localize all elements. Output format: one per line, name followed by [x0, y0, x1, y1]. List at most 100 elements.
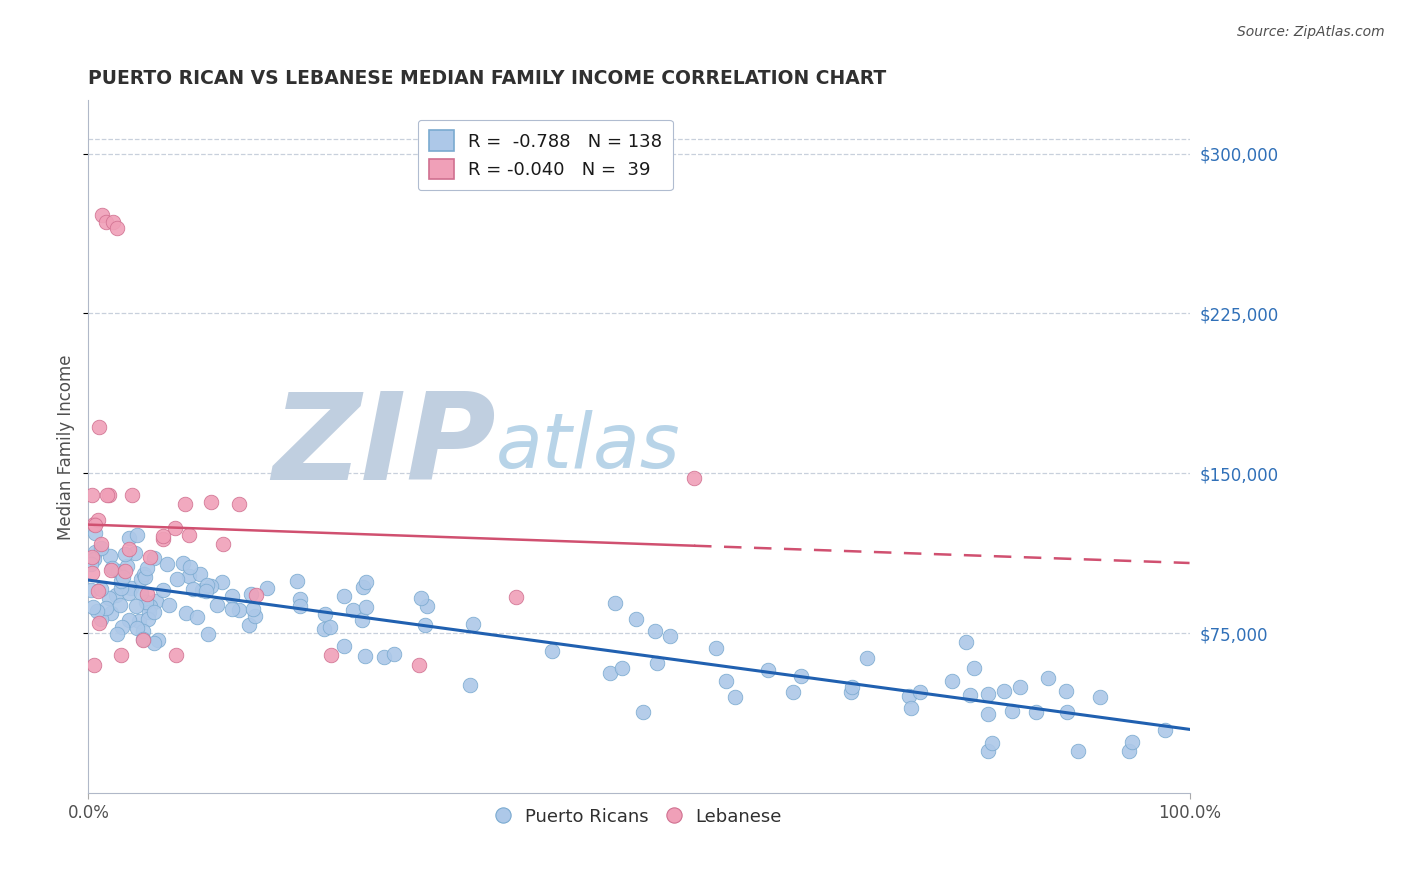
- Legend: Puerto Ricans, Lebanese: Puerto Ricans, Lebanese: [489, 800, 789, 833]
- Point: [704, 640, 727, 655]
- Point: [138, 605, 160, 619]
- Point: [84, 525, 107, 540]
- Point: [461, 616, 484, 631]
- Point: [409, 591, 432, 606]
- Point: [177, 527, 200, 541]
- Point: [221, 589, 243, 603]
- Point: [382, 647, 405, 661]
- Point: [110, 574, 132, 589]
- Point: [90, 612, 112, 626]
- Point: [82, 599, 104, 614]
- Point: [101, 215, 124, 229]
- Point: [599, 666, 621, 681]
- Point: [108, 598, 131, 612]
- Point: [110, 648, 132, 662]
- Point: [118, 613, 141, 627]
- Point: [111, 570, 134, 584]
- Point: [1118, 744, 1140, 758]
- Point: [408, 658, 430, 673]
- Point: [1025, 705, 1047, 719]
- Point: [80, 566, 103, 580]
- Point: [79, 583, 101, 598]
- Point: [373, 649, 395, 664]
- Point: [980, 735, 1002, 749]
- Point: [647, 657, 669, 671]
- Point: [100, 606, 122, 620]
- Point: [221, 602, 243, 616]
- Point: [135, 595, 157, 609]
- Point: [200, 495, 222, 509]
- Point: [94, 601, 117, 615]
- Point: [1008, 681, 1031, 695]
- Point: [211, 575, 233, 590]
- Point: [955, 635, 977, 649]
- Point: [118, 531, 141, 545]
- Point: [156, 557, 179, 571]
- Point: [505, 590, 527, 604]
- Point: [145, 594, 167, 608]
- Point: [1121, 735, 1143, 749]
- Point: [124, 546, 146, 560]
- Point: [142, 605, 165, 619]
- Point: [97, 591, 120, 605]
- Point: [1054, 683, 1077, 698]
- Point: [84, 545, 107, 559]
- Point: [238, 617, 260, 632]
- Point: [166, 648, 188, 662]
- Point: [90, 541, 112, 555]
- Point: [117, 586, 139, 600]
- Point: [342, 603, 364, 617]
- Point: [96, 488, 118, 502]
- Point: [315, 607, 337, 621]
- Point: [243, 608, 266, 623]
- Point: [790, 669, 813, 683]
- Point: [716, 674, 738, 689]
- Point: [152, 532, 174, 546]
- Point: [94, 215, 117, 229]
- Point: [90, 582, 112, 596]
- Point: [128, 614, 150, 628]
- Point: [177, 569, 200, 583]
- Point: [83, 658, 105, 673]
- Point: [118, 541, 141, 556]
- Point: [134, 570, 156, 584]
- Point: [194, 584, 217, 599]
- Point: [841, 680, 863, 694]
- Point: [1001, 704, 1024, 718]
- Point: [1036, 672, 1059, 686]
- Point: [138, 599, 160, 614]
- Point: [458, 677, 481, 691]
- Point: [314, 622, 336, 636]
- Point: [756, 663, 779, 677]
- Point: [186, 610, 208, 624]
- Point: [120, 581, 142, 595]
- Point: [963, 660, 986, 674]
- Point: [136, 612, 159, 626]
- Point: [413, 618, 436, 632]
- Point: [242, 601, 264, 615]
- Point: [228, 603, 250, 617]
- Point: [354, 649, 377, 664]
- Point: [131, 573, 153, 587]
- Point: [245, 588, 267, 602]
- Text: Source: ZipAtlas.com: Source: ZipAtlas.com: [1237, 25, 1385, 39]
- Point: [782, 685, 804, 699]
- Point: [89, 615, 111, 630]
- Point: [624, 612, 647, 626]
- Point: [724, 690, 747, 704]
- Point: [898, 689, 921, 703]
- Point: [603, 596, 626, 610]
- Point: [148, 633, 170, 648]
- Point: [115, 558, 138, 573]
- Point: [165, 521, 187, 535]
- Point: [181, 582, 204, 596]
- Point: [132, 632, 155, 646]
- Point: [977, 707, 1000, 722]
- Point: [105, 221, 128, 235]
- Point: [977, 744, 1000, 758]
- Point: [908, 685, 931, 699]
- Point: [977, 687, 1000, 701]
- Point: [207, 599, 229, 613]
- Text: PUERTO RICAN VS LEBANESE MEDIAN FAMILY INCOME CORRELATION CHART: PUERTO RICAN VS LEBANESE MEDIAN FAMILY I…: [89, 69, 887, 87]
- Point: [110, 620, 132, 634]
